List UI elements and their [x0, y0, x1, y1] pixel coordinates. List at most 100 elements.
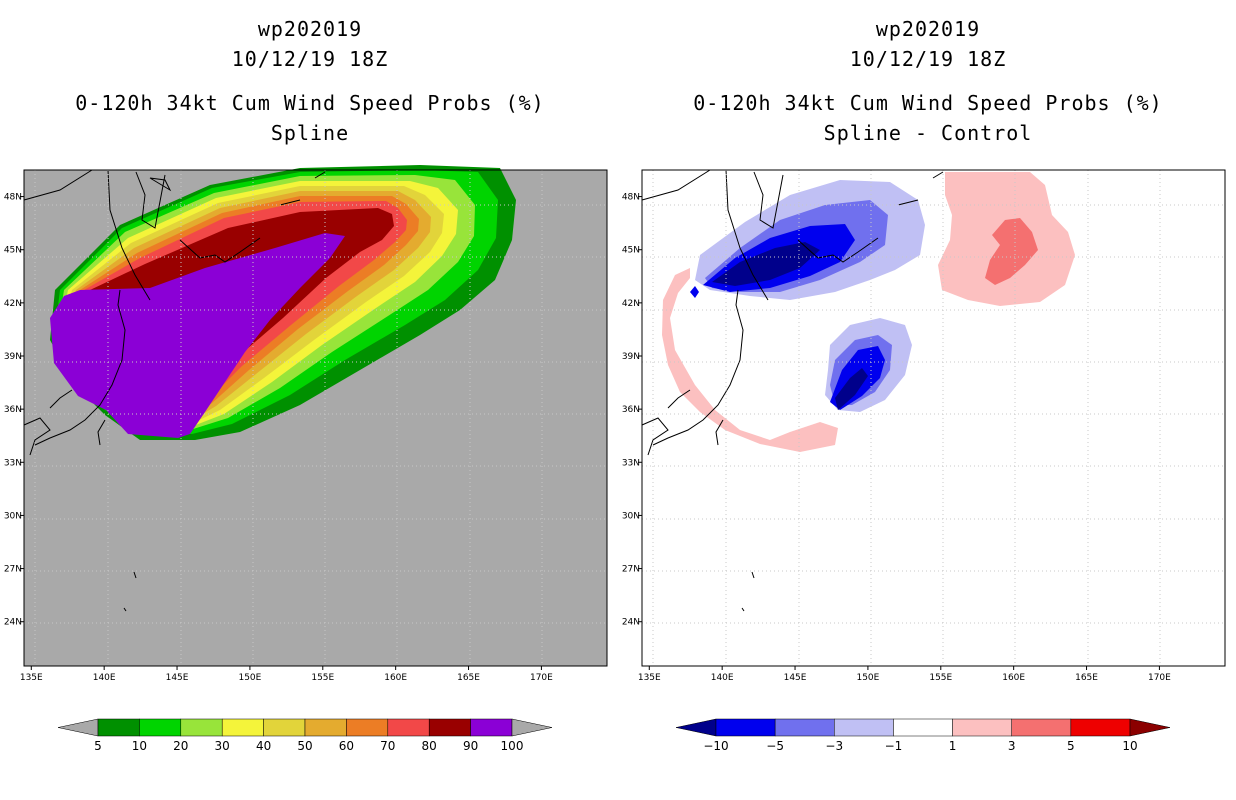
- colorbar-arrow-high: [511, 718, 553, 737]
- left-chart-title: 0-120h 34kt Cum Wind Speed Probs (%): [75, 91, 545, 115]
- colorbar-label: 1: [949, 739, 957, 753]
- y-tick-label: 30N: [622, 511, 640, 521]
- colorbar-swatch: [834, 718, 894, 737]
- y-tick-label: 33N: [622, 458, 640, 468]
- colorbar-label: 100: [501, 739, 524, 753]
- colorbar-label: 90: [463, 739, 478, 753]
- x-tick-label: 170E: [1148, 673, 1171, 683]
- colorbar-swatch: [387, 718, 430, 737]
- x-tick-label: 135E: [20, 673, 43, 683]
- colorbar-label: −5: [766, 739, 784, 753]
- colorbar-swatch: [346, 718, 389, 737]
- colorbar-label: 70: [380, 739, 395, 753]
- colorbar-label: 50: [297, 739, 312, 753]
- right-x-axis: 135E 140E 145E 150E 155E 160E 165E 170E: [638, 666, 1171, 683]
- y-tick-label: 39N: [4, 352, 22, 362]
- colorbar-swatch: [893, 718, 953, 737]
- colorbar-swatch: [715, 718, 776, 737]
- x-tick-label: 135E: [638, 673, 661, 683]
- y-tick-label: 27N: [4, 565, 22, 575]
- right-storm-id: wp202019: [875, 17, 981, 41]
- colorbar-label: −10: [703, 739, 728, 753]
- left-x-axis: 135E 140E 145E 150E 155E 160E 165E 170E: [20, 666, 553, 683]
- left-colorbar: 5 10 20 30 40 50 60 70 80 90 100: [57, 718, 553, 753]
- colorbar-label: 80: [422, 739, 437, 753]
- y-tick-label: 42N: [622, 299, 640, 309]
- colorbar-label: 5: [1067, 739, 1075, 753]
- colorbar-label: 5: [94, 739, 102, 753]
- colorbar-arrow-low: [675, 718, 717, 737]
- x-tick-label: 160E: [384, 673, 407, 683]
- colorbar-swatch: [1070, 718, 1131, 737]
- left-grid: [24, 170, 607, 666]
- diff-contour-red-ne: [985, 218, 1038, 285]
- colorbar-label: 40: [256, 739, 271, 753]
- x-tick-label: 155E: [311, 673, 334, 683]
- right-datetime: 10/12/19 18Z: [849, 47, 1007, 71]
- right-coastlines: [641, 169, 944, 612]
- colorbar-swatch: [180, 718, 223, 737]
- colorbar-swatch: [428, 718, 471, 737]
- y-tick-label: 30N: [4, 511, 22, 521]
- x-tick-label: 150E: [238, 673, 261, 683]
- x-tick-label: 145E: [784, 673, 807, 683]
- x-tick-label: 165E: [1075, 673, 1098, 683]
- left-map-frame: [23, 169, 608, 667]
- y-tick-label: 24N: [622, 618, 640, 628]
- colorbar-label: 10: [132, 739, 147, 753]
- colorbar-swatch: [221, 718, 264, 737]
- colorbar-label: 20: [173, 739, 188, 753]
- right-panel-title: wp202019 10/12/19 18Z 0-120h 34kt Cum Wi…: [628, 14, 1228, 148]
- x-tick-label: 150E: [856, 673, 879, 683]
- diff-contour-blue-10: [712, 242, 820, 286]
- colorbar-label: 60: [339, 739, 354, 753]
- right-y-axis: 24N 27N 30N 33N 36N 39N 42N 45N 48N: [622, 193, 642, 628]
- prob-band-90: [50, 233, 345, 438]
- y-tick-label: 42N: [4, 299, 22, 309]
- left-map: 135E 140E 145E 150E 155E 160E 165E 170E 24N 27N 3…: [4, 165, 608, 683]
- colorbar-swatch: [97, 718, 140, 737]
- colorbar-label: 30: [215, 739, 230, 753]
- x-tick-label: 140E: [711, 673, 734, 683]
- colorbar-label: 10: [1122, 739, 1137, 753]
- y-tick-label: 36N: [622, 405, 640, 415]
- y-tick-label: 48N: [622, 193, 640, 203]
- right-map: 135E 140E 145E 150E 155E 160E 165E 170E 24N 27N 3…: [622, 169, 1226, 683]
- y-tick-label: 27N: [622, 565, 640, 575]
- right-grid: [642, 170, 1225, 666]
- y-tick-label: 39N: [622, 352, 640, 362]
- diff-contour-pink-ring: [662, 268, 838, 452]
- y-tick-label: 45N: [622, 246, 640, 256]
- colorbar-label: −1: [885, 739, 903, 753]
- colorbar-swatch: [263, 718, 306, 737]
- right-chart-title: 0-120h 34kt Cum Wind Speed Probs (%): [693, 91, 1163, 115]
- right-map-frame: [641, 169, 1226, 667]
- y-tick-label: 33N: [4, 458, 22, 468]
- x-tick-label: 140E: [93, 673, 116, 683]
- y-tick-label: 45N: [4, 246, 22, 256]
- colorbar-arrow-high: [1129, 718, 1171, 737]
- colorbar-swatch: [139, 718, 182, 737]
- colorbar-swatch: [304, 718, 347, 737]
- colorbar-swatch: [1011, 718, 1072, 737]
- diff-contour-blue-dot: [690, 286, 699, 298]
- colorbar-arrow-low: [57, 718, 99, 737]
- x-tick-label: 165E: [457, 673, 480, 683]
- right-colorbar: −10 −5 −3 −1 1 3 5 10: [675, 718, 1171, 753]
- left-coastlines: [23, 169, 326, 612]
- left-panel-title: wp202019 10/12/19 18Z 0-120h 34kt Cum Wi…: [10, 14, 610, 148]
- x-tick-label: 160E: [1002, 673, 1025, 683]
- x-tick-label: 155E: [929, 673, 952, 683]
- left-y-axis: 24N 27N 30N 33N 36N 39N 42N 45N 48N: [4, 193, 24, 628]
- left-datetime: 10/12/19 18Z: [231, 47, 389, 71]
- x-tick-label: 145E: [166, 673, 189, 683]
- colorbar-label: −3: [825, 739, 843, 753]
- colorbar-swatch: [470, 718, 513, 737]
- colorbar-label: 3: [1008, 739, 1016, 753]
- colorbar-swatch: [952, 718, 1012, 737]
- left-chart-subtitle: Spline: [270, 121, 350, 145]
- y-tick-label: 24N: [4, 618, 22, 628]
- diff-contour-blue-s10: [835, 368, 868, 410]
- left-storm-id: wp202019: [257, 17, 363, 41]
